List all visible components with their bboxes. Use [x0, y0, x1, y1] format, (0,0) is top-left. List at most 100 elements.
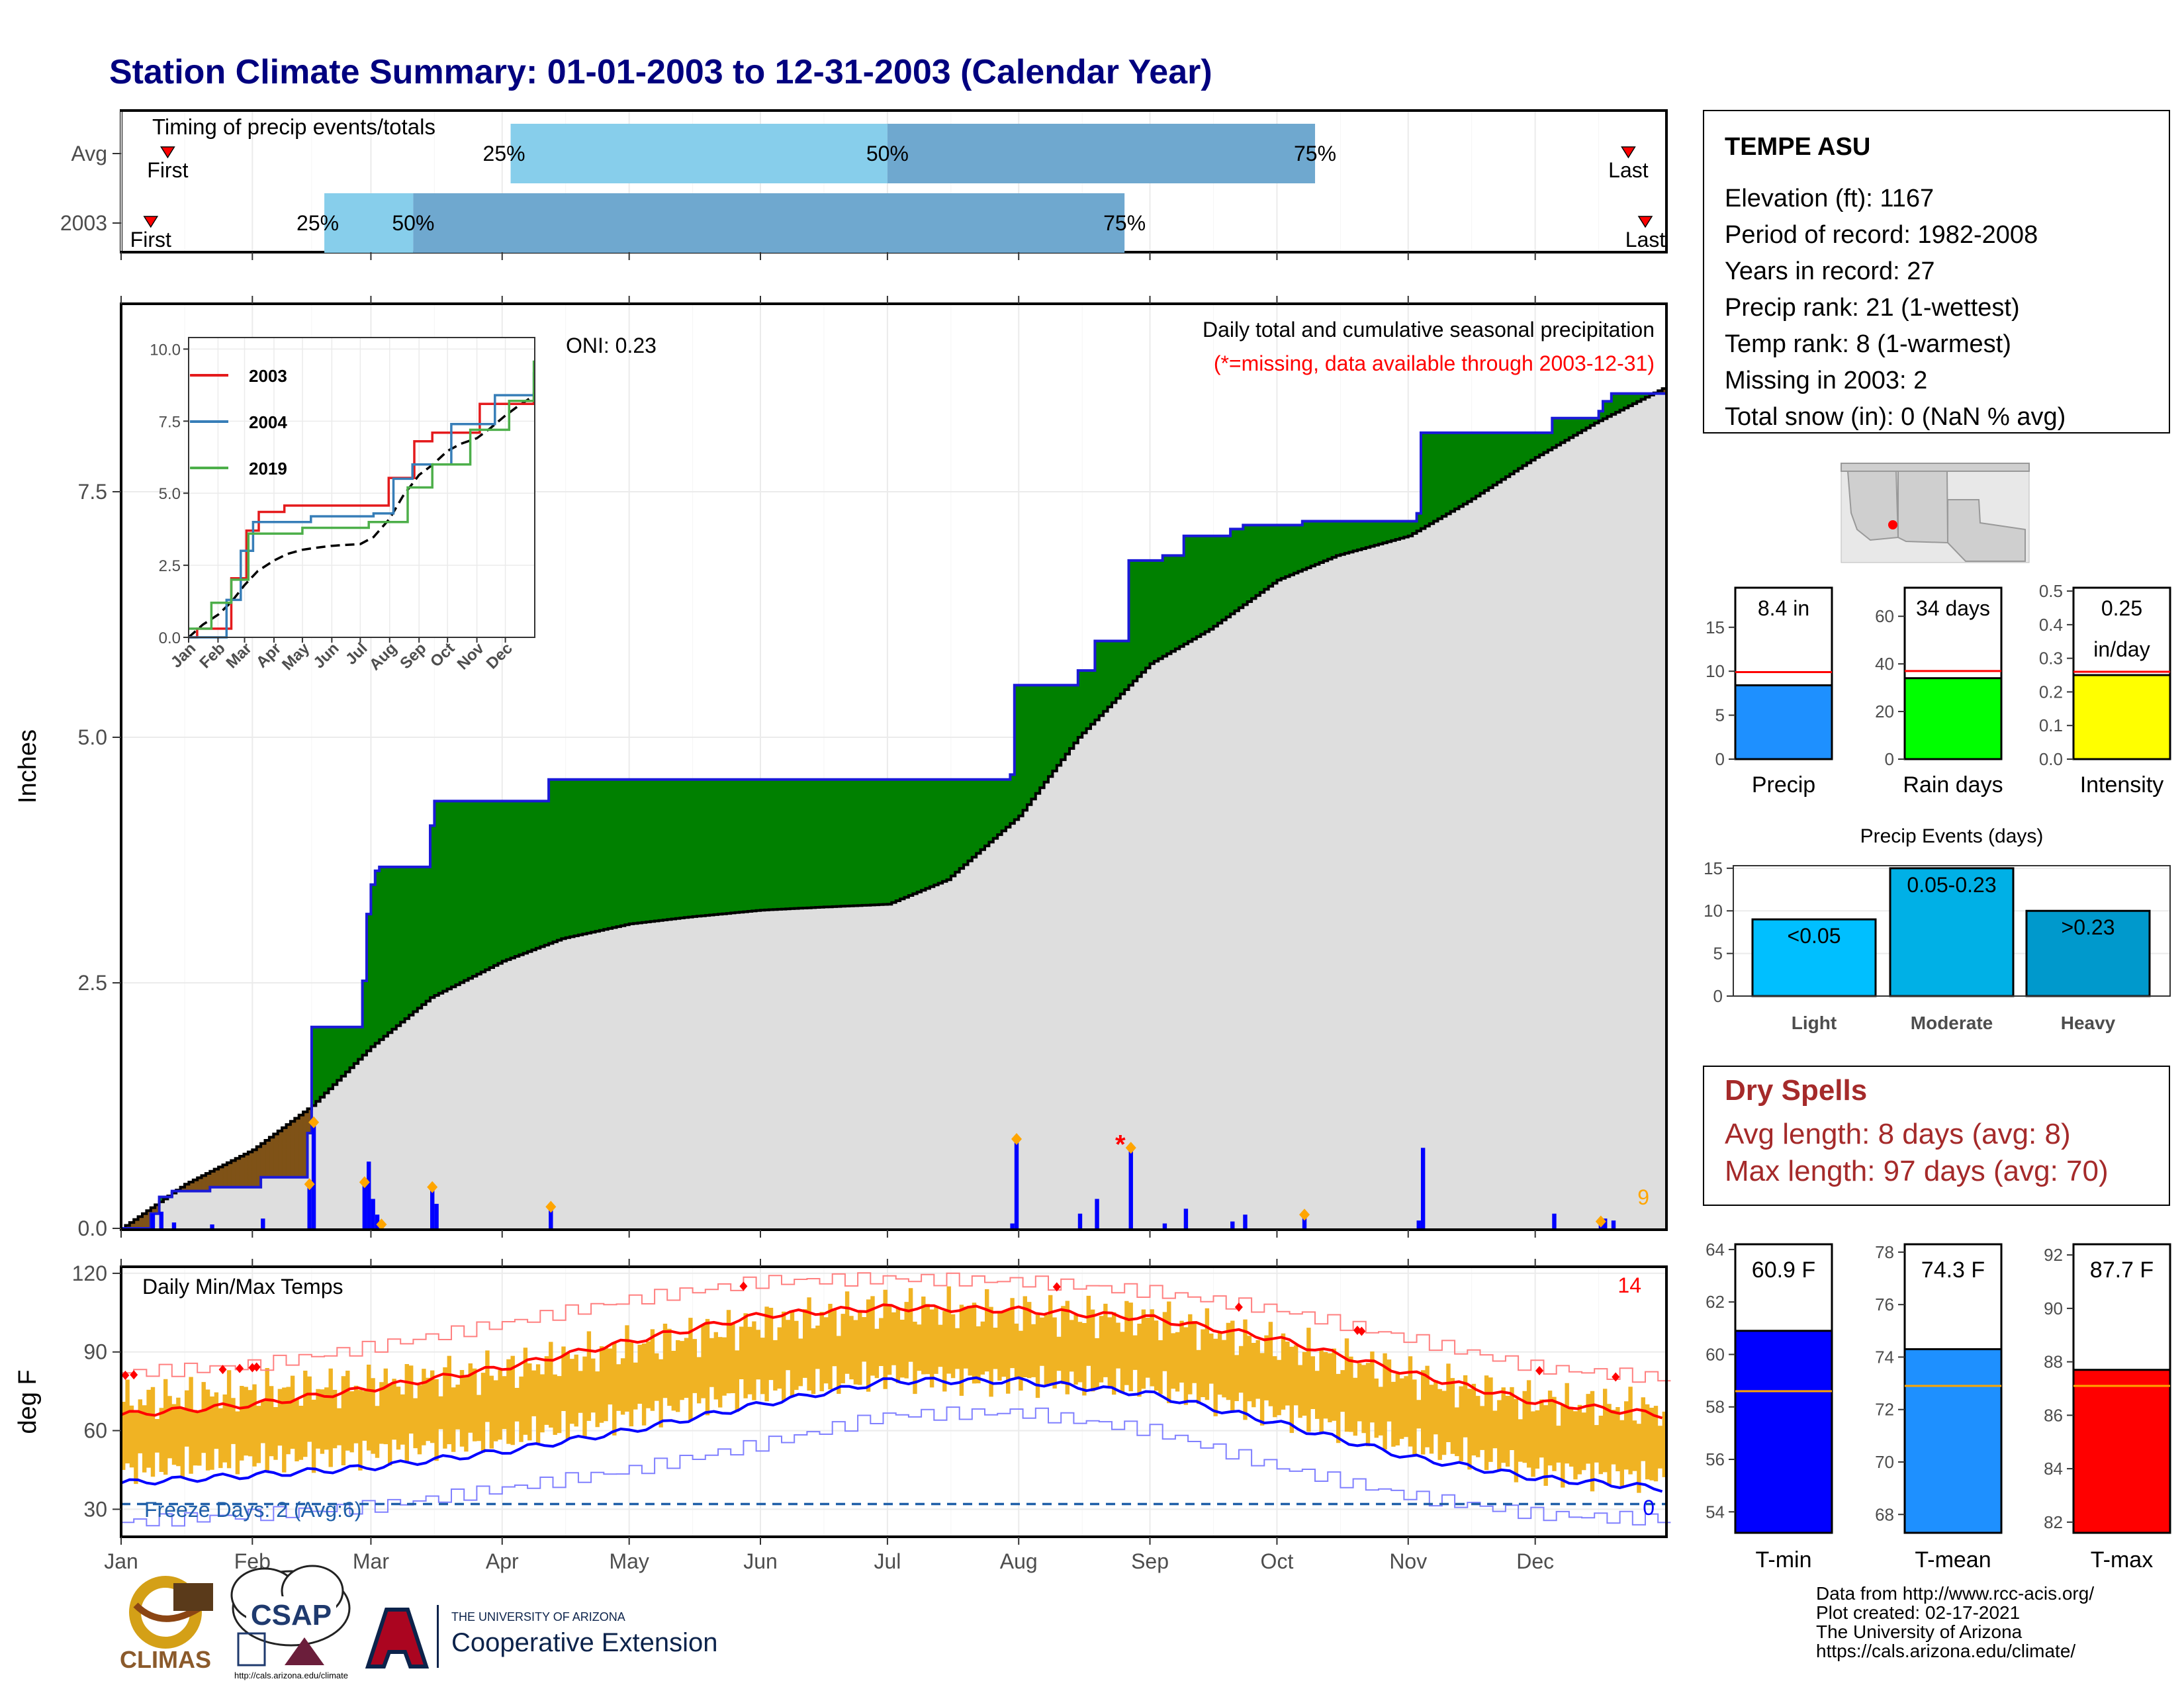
temp-y-label: deg F	[14, 1369, 42, 1434]
event-bar-label: >0.23	[2062, 915, 2115, 939]
precip-caption: Daily total and cumulative seasonal prec…	[1203, 318, 1655, 342]
event-category-label: Light	[1792, 1013, 1837, 1033]
inset-series-line-2003	[189, 392, 535, 639]
daily-precip-bar	[1302, 1214, 1307, 1228]
summary-y-tick-label: 0.4	[2039, 615, 2063, 635]
daily-precip-bar	[1230, 1221, 1235, 1228]
daily-precip-bar	[261, 1218, 265, 1228]
summary-bar-2	[2072, 674, 2171, 760]
daily-precip-bar	[311, 1122, 316, 1228]
page-title: Station Climate Summary: 01-01-2003 to 1…	[109, 53, 1212, 91]
daily-precip-bar	[1162, 1223, 1167, 1228]
temp-content	[120, 1272, 1671, 1527]
month-label: Jul	[874, 1549, 901, 1573]
events-y-tick-label: 10	[1704, 901, 1723, 921]
temp-y-tick-label: 60	[1706, 1344, 1725, 1364]
event-diamond-marker	[1595, 1215, 1606, 1228]
daily-precip-bar	[1243, 1214, 1248, 1228]
summary-bar-label: Rain days	[1903, 772, 2003, 798]
events-y-tick-label: 0	[1713, 986, 1723, 1006]
daily-precip-bar	[434, 1203, 439, 1228]
summary-y-tick-label: 0.2	[2039, 682, 2063, 702]
last-event-label: Last	[1625, 228, 1666, 251]
daily-precip-bar	[362, 1182, 367, 1228]
missing-note: (*=missing, data available through 2003-…	[1214, 351, 1655, 375]
temp-value-label: 74.3 F	[1921, 1257, 1985, 1283]
record-high-marker	[252, 1362, 261, 1372]
daily-precip-bar	[375, 1214, 380, 1228]
timing-panel: 25% 50% 75% First Last Avg 25% 50% 75% First Last 2…	[60, 109, 1668, 260]
events-y-tick-label: 5	[1713, 944, 1723, 964]
event-diamond-marker	[359, 1176, 370, 1189]
record-low-line	[121, 1406, 1671, 1527]
summary-y-tick-label: 0.5	[2039, 581, 2063, 601]
summary-value-label: 8.4 in	[1758, 596, 1809, 620]
missing-data-marker: *	[1115, 1130, 1126, 1159]
station-location-dot	[1888, 520, 1897, 529]
temp-y-tick-label: 70	[1875, 1452, 1894, 1472]
month-label: Nov	[1389, 1549, 1427, 1573]
record-high-marker	[1234, 1303, 1243, 1312]
first-event-label: First	[130, 228, 171, 251]
precip-y-label: Inches	[14, 729, 42, 803]
daily-precip-bar	[1552, 1213, 1557, 1228]
precip-areas	[121, 387, 1667, 1230]
events-title: Precip Events (days)	[1860, 825, 2044, 847]
summary-y-tick-label: 0.3	[2039, 649, 2063, 668]
daily-precip-bar	[1128, 1148, 1133, 1228]
station-name: TEMPE ASU	[1725, 133, 1870, 161]
month-label: Oct	[1261, 1549, 1294, 1573]
footer-line: The University of Arizona	[1816, 1622, 2023, 1642]
temp-y-axis: 30 60 90 120	[72, 1261, 121, 1521]
first-event-label: First	[147, 158, 188, 182]
temp-bar-label: T-max	[2091, 1547, 2153, 1573]
inset-y-tick-label: 0.0	[159, 629, 181, 647]
temp-y-tick-label: 54	[1706, 1502, 1725, 1522]
temp-y-tick-label: 68	[1875, 1504, 1894, 1524]
ua-small-text: THE UNIVERSITY OF ARIZONA	[451, 1610, 625, 1623]
daily-precip-bar	[549, 1207, 553, 1228]
timing-bar-q2	[510, 124, 887, 183]
month-label: Aug	[1000, 1549, 1038, 1573]
inset-legend-label: 2004	[249, 412, 287, 432]
event-diamond-marker	[545, 1201, 557, 1213]
y-tick-label: 30	[83, 1497, 107, 1521]
summary-y-tick-label: 10	[1706, 661, 1725, 681]
last-event-label: Last	[1608, 158, 1649, 182]
daily-precip-bar	[210, 1224, 214, 1228]
locator-map	[1841, 463, 2030, 563]
daily-precip-bar	[1416, 1220, 1421, 1228]
footer-line: https://cals.arizona.edu/climate/	[1816, 1641, 2076, 1661]
avg-tmax-line	[120, 1303, 1663, 1420]
events-frame	[1733, 865, 2171, 997]
temp-y-tick-label: 90	[2044, 1299, 2063, 1318]
summary-y-tick-label: 0	[1885, 749, 1894, 769]
temp-y-tick-label: 72	[1875, 1400, 1894, 1420]
temp-y-tick-label: 84	[2044, 1459, 2063, 1479]
temperature-bar-charts: 60.9 F 54 56 58 60 62 64 T-min 74.3 F 68 70 72 74 76 7…	[1706, 1240, 2171, 1573]
temp-bar-0	[1734, 1330, 1833, 1534]
event-category-label: Heavy	[2061, 1013, 2116, 1033]
timing-bar-q2	[324, 193, 414, 253]
summary-y-tick-label: 20	[1875, 702, 1894, 721]
temp-bar-1	[1903, 1348, 2003, 1534]
inset-legend-label: 2003	[249, 366, 287, 386]
daily-precip-bar	[1183, 1209, 1189, 1228]
summary-value-label: 0.25	[2101, 596, 2142, 620]
temp-bar-label: T-min	[1756, 1547, 1812, 1573]
y-tick-label: 90	[83, 1340, 107, 1364]
temp-y-tick-label: 88	[2044, 1352, 2063, 1372]
daily-precip-bar	[150, 1213, 156, 1228]
temp-panel-title: Daily Min/Max Temps	[142, 1275, 343, 1299]
month-label: Mar	[353, 1549, 389, 1573]
record-high-marker	[739, 1281, 748, 1291]
temp-y-tick-label: 92	[2044, 1245, 2063, 1265]
record-high-line	[121, 1272, 1671, 1383]
university-of-arizona-logo: THE UNIVERSITY OF ARIZONA Cooperative Ex…	[365, 1605, 717, 1668]
y-tick-label: 0.0	[78, 1216, 107, 1240]
month-axis: Jan Feb Mar Apr May Jun Jul Aug Sep Oct Nov Dec	[104, 1259, 1554, 1573]
daily-precip-bar	[1095, 1199, 1099, 1228]
timing-p50-label: 50%	[392, 211, 434, 235]
record-high-marker	[121, 1371, 130, 1381]
